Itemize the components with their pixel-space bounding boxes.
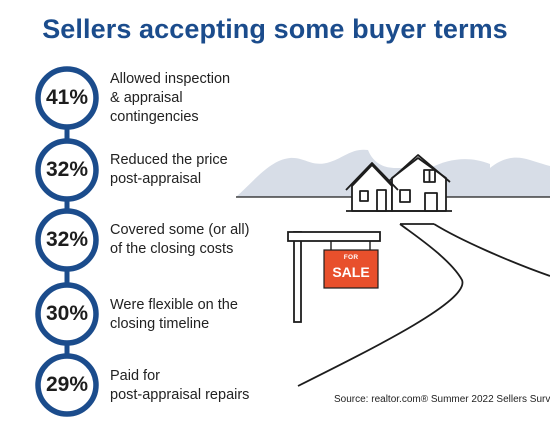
stat-value: 32% — [45, 228, 89, 251]
stat-value: 29% — [45, 373, 89, 396]
stat-label-line: Paid for — [110, 368, 160, 384]
source-note: Source: realtor.com® Summer 2022 Sellers… — [334, 394, 550, 405]
stat-value: 30% — [45, 302, 89, 325]
stat-label-line: Covered some (or all) — [110, 222, 250, 238]
stat-ring — [35, 353, 99, 417]
stat-ring — [35, 208, 99, 272]
stat-label: Covered some (or all) of the closing cos… — [110, 221, 280, 259]
stat-label-line: of the closing costs — [110, 241, 234, 257]
sign-for-text: FOR — [343, 254, 359, 261]
stat-label-line: Reduced the price — [110, 152, 228, 168]
stat-label-line: contingencies — [110, 109, 199, 125]
sign-sale-text: SALE — [332, 264, 370, 280]
stat-label: Allowed inspection & appraisal contingen… — [110, 70, 280, 127]
stat-ring — [35, 138, 99, 202]
stat-label-line: & appraisal — [110, 90, 183, 106]
stat-label-line: Allowed inspection — [110, 71, 231, 87]
stat-ring — [35, 66, 99, 130]
stat-label-line: Were flexible on the — [110, 297, 238, 313]
stat-label-line: post-appraisal repairs — [110, 387, 250, 403]
stat-label: Paid for post-appraisal repairs — [110, 367, 280, 405]
road-icon — [297, 223, 550, 387]
stat-ring — [35, 282, 99, 346]
stat-label-line: post-appraisal — [110, 171, 202, 187]
stat-ring-chain — [35, 66, 99, 417]
stat-label-line: closing timeline — [110, 316, 210, 332]
page-title: Sellers accepting some buyer terms — [42, 14, 508, 44]
stat-value: 41% — [45, 86, 89, 109]
stat-label: Were flexible on the closing timeline — [110, 296, 280, 334]
stat-value: 32% — [45, 158, 89, 181]
for-sale-sign-icon — [287, 231, 381, 323]
house-icon — [345, 154, 452, 212]
stat-label: Reduced the price post-appraisal — [110, 151, 280, 189]
